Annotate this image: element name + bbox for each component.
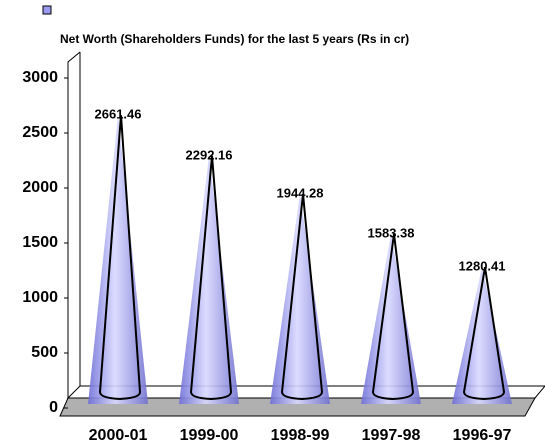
y-tick-label: 1500: [22, 234, 58, 251]
y-tick-label: 2000: [22, 179, 58, 196]
legend-swatch: [42, 5, 52, 15]
cone-outline: [371, 233, 415, 401]
x-tick-label: 1999-00: [180, 427, 239, 444]
y-tick-label: 1000: [22, 289, 58, 306]
cone: [179, 155, 239, 404]
x-tick-label: 2000-01: [89, 427, 148, 444]
cone: [270, 194, 330, 404]
x-tick-label: 1997-98: [362, 427, 421, 444]
data-label: 2292.16: [186, 147, 233, 162]
data-label: 1944.28: [277, 186, 324, 201]
y-tick-label: 500: [31, 344, 58, 361]
data-label: 2661.46: [95, 107, 142, 122]
x-tick-label: 1998-99: [271, 427, 330, 444]
cone-outline: [280, 194, 324, 401]
data-label: 1280.41: [459, 259, 506, 274]
cone-outline: [462, 266, 506, 401]
data-label: 1583.38: [368, 225, 415, 240]
chart-title: Net Worth (Shareholders Funds) for the l…: [60, 32, 409, 46]
cone: [361, 233, 421, 404]
x-tick-label: 1996-97: [453, 427, 512, 444]
y-tick-label: 0: [49, 399, 58, 416]
cone: [88, 115, 148, 404]
y-tick-label: 3000: [22, 69, 58, 86]
cone-outline: [189, 155, 233, 401]
y-tick-label: 2500: [22, 124, 58, 141]
cone-outline: [98, 115, 142, 401]
y-axis: [67, 51, 81, 398]
